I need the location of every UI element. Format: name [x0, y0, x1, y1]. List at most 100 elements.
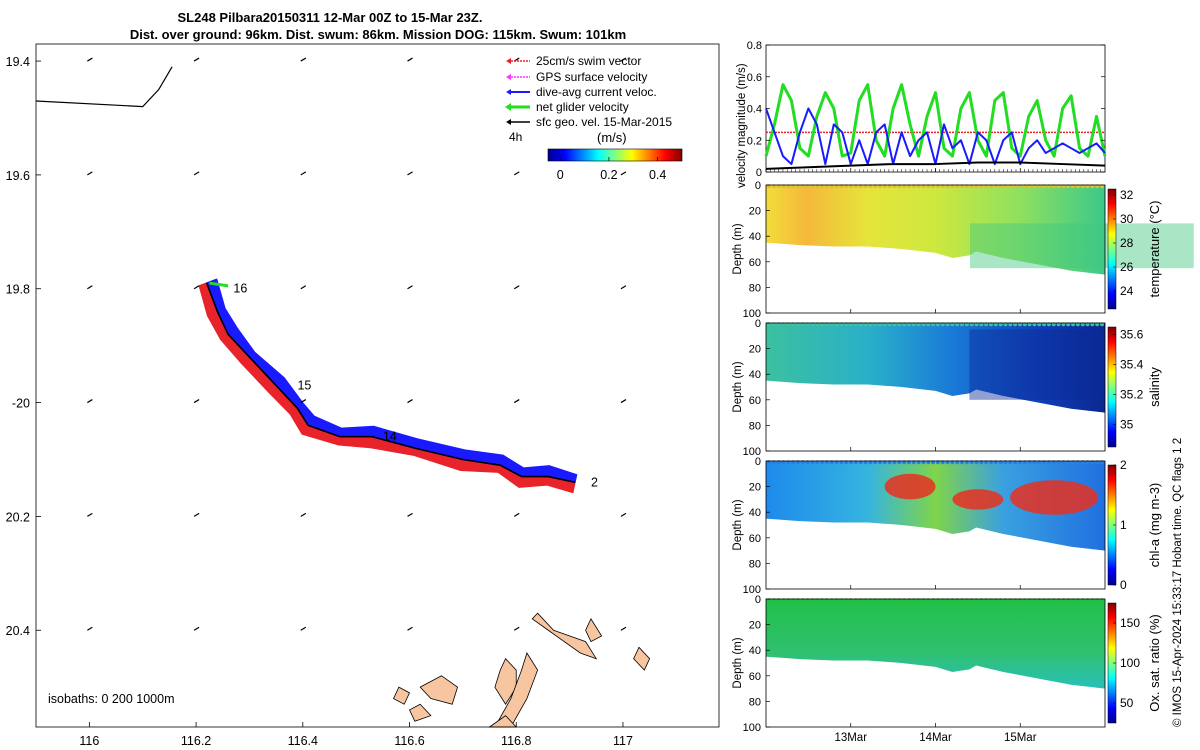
current-arrow — [193, 285, 200, 290]
section-panel-salinity: 0 20 40 60 80 100 Depth (m) 35 35.2 35.4 35.6 salin… — [732, 318, 1162, 458]
current-arrow — [513, 285, 520, 290]
y-tick-label: 80 — [749, 282, 761, 294]
x-tick-label: 116.6 — [394, 734, 424, 748]
current-arrow — [300, 512, 307, 517]
colorbar-tick-label: 50 — [1120, 696, 1134, 710]
section-ylabel: Depth (m) — [732, 361, 744, 412]
coastline — [35, 66, 173, 108]
current-arrow — [193, 512, 200, 517]
x-tick-label: 116.4 — [288, 734, 318, 748]
current-arrow — [620, 626, 627, 631]
y-tick-label: 0.4 — [747, 104, 762, 116]
y-tick-label: 0 — [755, 318, 761, 330]
island — [419, 675, 459, 705]
island — [408, 703, 432, 722]
current-arrow — [87, 399, 93, 404]
y-tick-label: 20.2 — [6, 510, 30, 524]
y-tick-label: 19.8 — [6, 283, 30, 297]
colorbar-tick-label: 150 — [1120, 616, 1140, 630]
section-data-area — [766, 599, 1105, 689]
colorbar-label: chl-a (mg m-3) — [1147, 483, 1162, 568]
chl-maximum-patch — [952, 489, 1004, 510]
day-label: 15 — [297, 379, 311, 393]
colorbar-tick-label: 0 — [1120, 578, 1127, 592]
y-tick-label: 0 — [755, 180, 761, 192]
current-arrow — [407, 285, 413, 290]
credit-text: © IMOS 15-Apr-2024 15:33:17 Hobart time.… — [1172, 437, 1184, 727]
y-tick-label: 40 — [749, 231, 761, 243]
island — [494, 657, 517, 705]
velocity-colorbar — [547, 148, 683, 162]
current-arrow — [300, 171, 307, 176]
section-ylabel: Depth (m) — [732, 637, 744, 688]
current-arrow — [193, 626, 200, 631]
section-panel-oxygen-saturation: 0 20 40 60 80 100 Depth (m) 50 100 150 Ox. sat. ra… — [732, 594, 1162, 734]
map-x-ticks: 116 116.2 116.4 116.6 116.8 117 — [79, 722, 633, 748]
current-arrow — [300, 626, 307, 631]
current-arrow — [407, 57, 413, 62]
figure-subtitle: Dist. over ground: 96km. Dist. swum: 86k… — [129, 27, 627, 42]
current-arrow — [87, 512, 93, 517]
x-tick-label: 14Mar — [919, 732, 952, 744]
current-arrow — [407, 171, 413, 176]
colorbar-tick-label: 35.4 — [1120, 358, 1144, 372]
glider-track-layer — [198, 278, 578, 494]
section-data-area — [766, 461, 1105, 551]
current-arrow — [193, 171, 200, 176]
legend-label: 25cm/s swim vector — [536, 54, 641, 68]
island — [633, 646, 651, 671]
y-tick-label: 20 — [749, 620, 761, 632]
current-arrow — [620, 399, 627, 404]
y-tick-label: 0 — [755, 456, 761, 468]
velocity-y-ticks: 0 0.2 0.4 0.6 0.8 — [747, 40, 1105, 179]
legend-dive-avg: dive-avg current veloc. — [506, 85, 657, 99]
y-tick-label: 20.4 — [6, 624, 30, 638]
colorbar-tick-label: 2 — [1120, 458, 1127, 472]
section-colorbar — [1107, 326, 1117, 448]
y-tick-label: 80 — [749, 420, 761, 432]
current-arrow — [87, 57, 93, 62]
y-tick-label: 19.4 — [6, 55, 30, 69]
legend-label: dive-avg current veloc. — [536, 85, 657, 99]
y-tick-label: 40 — [749, 507, 761, 519]
colorbar-tick-label: 0.4 — [649, 168, 666, 182]
net-velocity-mark — [209, 281, 229, 288]
map-day-labels: 16 15 14 2 — [233, 282, 598, 490]
y-tick-label: 0 — [755, 594, 761, 606]
current-arrow — [620, 171, 627, 176]
colorbar-label: salinity — [1147, 367, 1162, 407]
section-x-ticks: 13Mar 14Mar 15Mar — [834, 168, 1037, 744]
day-label: 2 — [591, 475, 598, 489]
y-tick-label: 20 — [749, 344, 761, 356]
current-arrow — [407, 626, 413, 631]
current-arrow — [300, 399, 307, 404]
velocity-series — [764, 83, 1107, 172]
section-colorbar — [1107, 188, 1117, 310]
colorbar-tick-label: 28 — [1120, 236, 1134, 250]
map-background — [36, 44, 719, 727]
x-tick-label: 116.2 — [181, 734, 211, 748]
current-arrow — [513, 399, 520, 404]
velocity-series-line — [764, 83, 1107, 158]
figure-title: SL248 Pilbara20150311 12-Mar 00Z to 15-M… — [177, 10, 483, 25]
x-tick-label: 117 — [613, 734, 633, 748]
legend-net-velocity: net glider velocity — [505, 100, 629, 114]
day-label: 16 — [233, 282, 247, 296]
surface-current-arrows — [87, 57, 627, 631]
legend-label: GPS surface velocity — [536, 70, 647, 84]
y-tick-label: -20 — [12, 397, 30, 411]
current-arrow — [620, 512, 627, 517]
current-arrow — [193, 399, 200, 404]
y-tick-label: 100 — [743, 308, 761, 320]
cool-water-region — [970, 223, 1194, 269]
day-label: 14 — [383, 430, 397, 444]
y-tick-label: 19.6 — [6, 169, 30, 183]
current-arrow — [513, 512, 520, 517]
y-tick-label: 80 — [749, 558, 761, 570]
y-tick-label: 60 — [749, 671, 761, 683]
current-arrow — [407, 399, 413, 404]
colorbar-tick-label: 24 — [1120, 284, 1134, 298]
map-y-ticks: 19.4 19.6 19.8 -20 20.2 20.4 — [6, 55, 41, 638]
chl-maximum-patch — [1010, 480, 1099, 515]
